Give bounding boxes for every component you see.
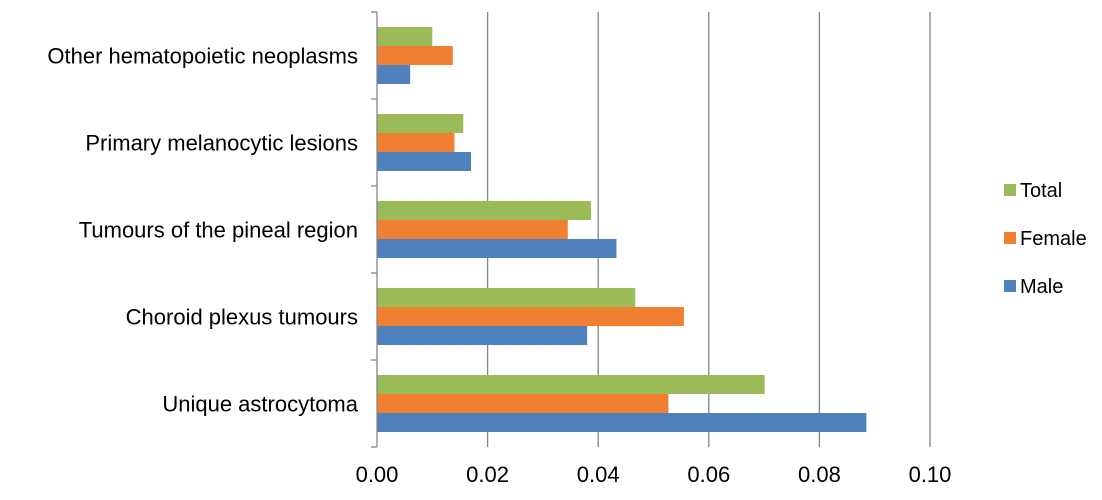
category-label: Choroid plexus tumours (126, 305, 358, 330)
bars (377, 27, 867, 432)
bar-male (377, 65, 411, 84)
x-tick-label: 0.02 (466, 462, 509, 487)
bar-male (377, 239, 617, 258)
axes (371, 11, 378, 448)
bar-female (377, 220, 568, 239)
bar-male (377, 326, 588, 345)
bar-female (377, 307, 684, 326)
bar-female (377, 46, 453, 65)
bar-total (377, 375, 765, 394)
legend: Total Female Male (1004, 180, 1087, 298)
legend-label-total: Total (1020, 180, 1062, 202)
category-label: Other hematopoietic neoplasms (47, 44, 358, 69)
bar-male (377, 152, 472, 171)
bar-male (377, 413, 867, 432)
bar-total (377, 114, 464, 133)
legend-label-male: Male (1020, 276, 1063, 298)
bar-female (377, 394, 669, 413)
x-tick-label: 0.10 (909, 462, 952, 487)
category-label: Tumours of the pineal region (79, 218, 358, 243)
category-label: Unique astrocytoma (162, 392, 358, 417)
legend-label-female: Female (1020, 228, 1087, 250)
bar-total (377, 27, 433, 46)
bar-total (377, 201, 592, 220)
grid-lines (486, 12, 931, 447)
category-label: Primary melanocytic lesions (85, 131, 358, 156)
legend-swatch-female (1004, 232, 1016, 244)
bar-total (377, 288, 636, 307)
x-tick-label: 0.04 (577, 462, 620, 487)
x-tick-label: 0.08 (798, 462, 841, 487)
labels: 0.00 0.02 0.04 0.06 0.08 0.10 Unique astrocyto… (47, 44, 951, 488)
legend-swatch-total (1004, 184, 1016, 196)
x-tick-label: 0.06 (687, 462, 730, 487)
bar-female (377, 133, 455, 152)
x-tick-label: 0.00 (356, 462, 399, 487)
legend-swatch-male (1004, 280, 1016, 292)
